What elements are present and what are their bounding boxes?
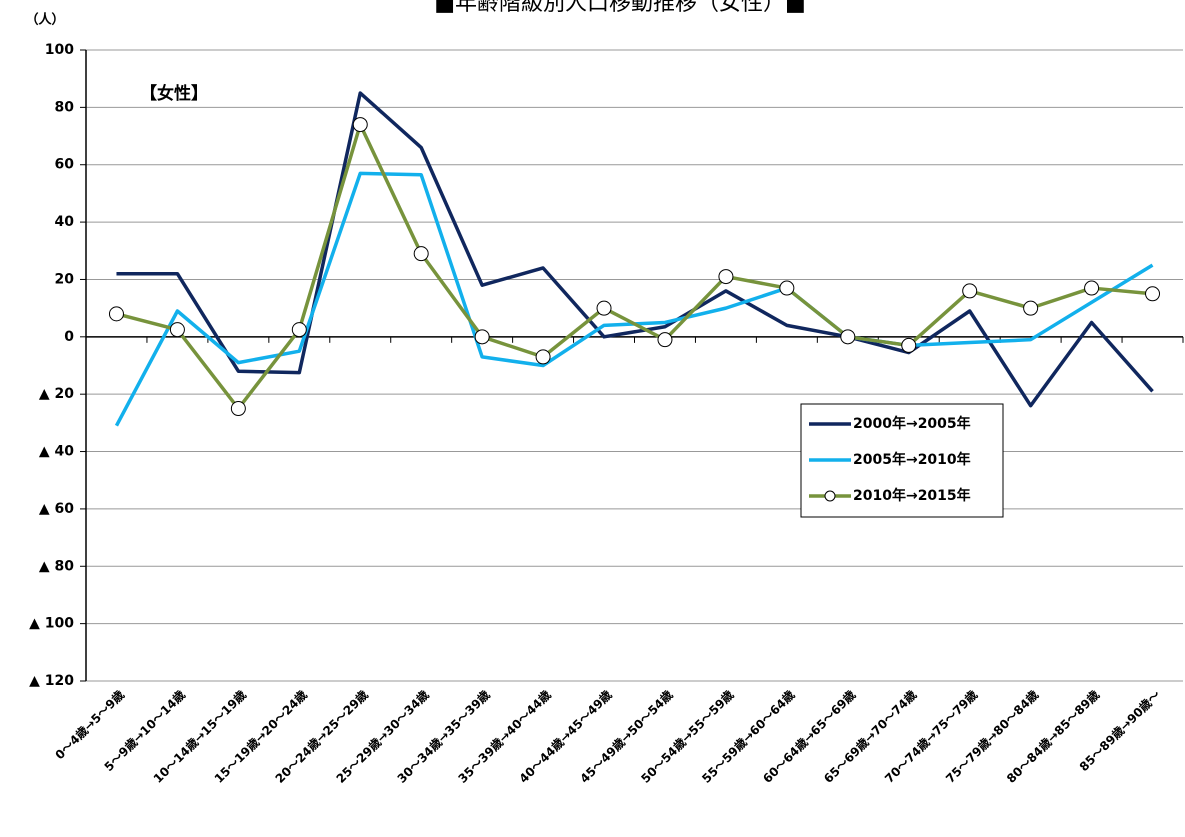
- legend: 2000年→2005年 2005年→2010年 2010年→2015年: [800, 403, 1004, 518]
- point-marker: [1023, 300, 1039, 316]
- point-marker: [901, 337, 917, 353]
- legend-label: 2010年→2015年: [853, 487, 971, 504]
- chart-title: ■年齢階級別人口移動推移（女性）■: [434, 0, 806, 16]
- y-tick-label: ▲ 120: [29, 673, 74, 689]
- point-marker: [657, 332, 673, 348]
- y-tick-label: ▲ 100: [29, 616, 74, 632]
- y-tick-label: ▲ 60: [39, 501, 74, 517]
- y-tick-label: ▲ 40: [39, 444, 74, 460]
- series-line: [116, 122, 1153, 411]
- point-marker: [1145, 286, 1161, 302]
- point-marker: [352, 117, 368, 133]
- point-marker: [169, 322, 185, 338]
- y-tick-label: 100: [45, 42, 74, 58]
- y-tick-label: 60: [55, 157, 75, 173]
- point-marker: [1084, 280, 1100, 296]
- y-tick-label: 80: [55, 99, 75, 115]
- point-marker: [840, 329, 856, 345]
- point-marker: [535, 349, 551, 365]
- y-tick-label: 0: [64, 329, 74, 345]
- y-tick-label: 20: [55, 271, 75, 287]
- point-marker: [474, 329, 490, 345]
- point-marker: [718, 269, 734, 285]
- point-marker: [108, 306, 124, 322]
- series-line: [116, 91, 1154, 408]
- y-tick-label: 40: [55, 214, 75, 230]
- point-marker: [413, 246, 429, 262]
- point-marker: [291, 322, 307, 338]
- y-axis-label: （人）: [25, 12, 64, 28]
- legend-label: 2000年→2005年: [853, 415, 971, 432]
- point-marker: [779, 280, 795, 296]
- point-marker: [962, 283, 978, 299]
- legend-label: 2005年→2010年: [853, 451, 971, 468]
- point-marker: [230, 401, 246, 417]
- y-tick-label: ▲ 80: [39, 558, 74, 574]
- y-tick-label: ▲ 20: [39, 386, 74, 402]
- legend-marker: [824, 490, 836, 502]
- annotation: 【女性】: [140, 83, 208, 104]
- point-marker: [596, 300, 612, 316]
